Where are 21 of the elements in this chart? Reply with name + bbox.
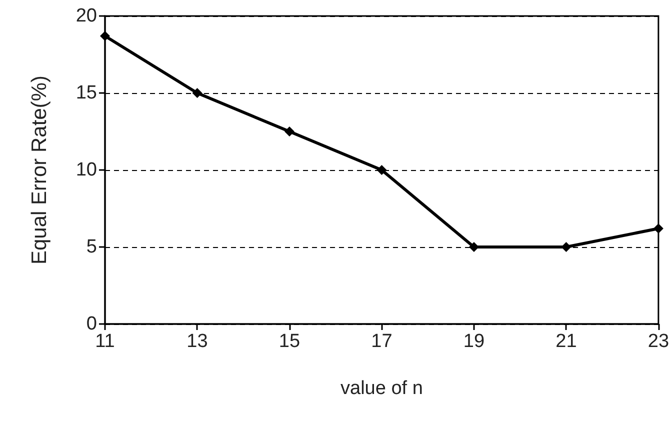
- x-tick-label: 13: [186, 331, 208, 352]
- x-tick-label: 23: [648, 331, 670, 352]
- point: [468, 242, 479, 252]
- point: [192, 88, 202, 98]
- point: [376, 165, 387, 175]
- x-tick-label: 11: [95, 331, 115, 352]
- y-tick-label: 0: [86, 314, 97, 334]
- y-tick-label: 5: [86, 236, 97, 258]
- point: [284, 126, 294, 136]
- x-tick-label: 17: [371, 331, 392, 352]
- x-tick-label: 19: [463, 331, 485, 352]
- x-tick-label: 21: [556, 331, 577, 352]
- y-axis-title: Equal Error Rate(%): [28, 75, 51, 265]
- y-tick-label: 10: [76, 160, 97, 180]
- y-tick-label: 20: [76, 6, 97, 26]
- point: [653, 224, 664, 234]
- x-tick-label: 15: [278, 331, 300, 352]
- point: [561, 242, 572, 252]
- point: [100, 31, 110, 42]
- x-axis-title: value of n: [340, 378, 423, 399]
- y-tick-label: 15: [76, 82, 97, 104]
